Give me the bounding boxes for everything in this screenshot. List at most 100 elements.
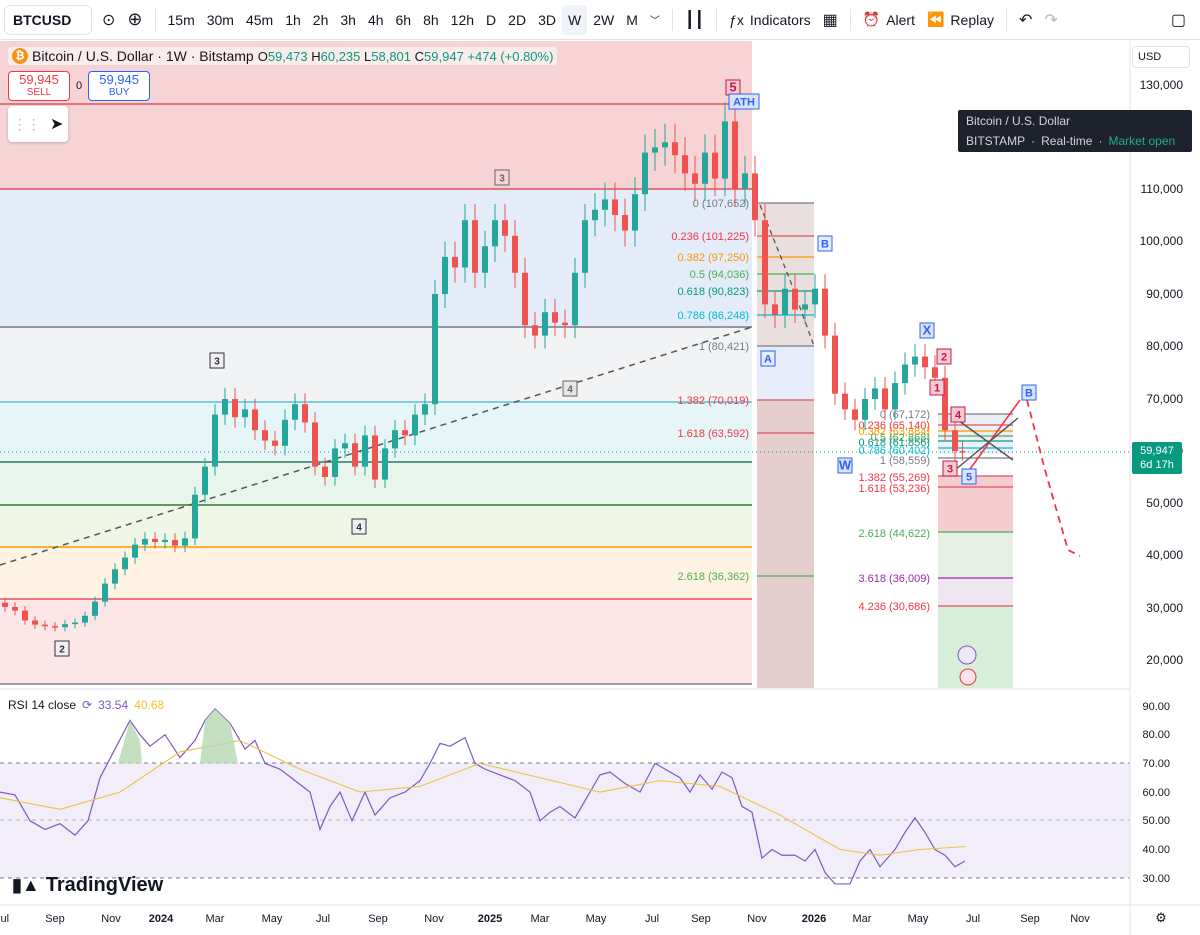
interval-15m[interactable]: 15m: [167, 11, 195, 28]
candle-body: [492, 220, 498, 247]
price-axis-label: 40,000: [1146, 548, 1183, 562]
wedge-line-red: [964, 399, 1021, 477]
time-axis-label: Sep: [1020, 913, 1040, 925]
add-symbol-icon[interactable]: ⊕: [127, 9, 143, 29]
candle-body: [742, 173, 748, 189]
wave-label-box: [54, 640, 70, 657]
wave-label: 4: [567, 385, 573, 396]
buy-button[interactable]: 59,945 BUY: [88, 71, 151, 101]
wave-label: 3: [214, 357, 220, 368]
symbol-search[interactable]: BTCUSD: [4, 4, 92, 35]
chart-type-icon[interactable]: ┃┃: [684, 11, 705, 29]
interval-30m[interactable]: 30m: [206, 11, 234, 28]
symbol-legend: ₿ Bitcoin / U.S. Dollar · 1W · Bitstamp …: [8, 47, 558, 65]
buy-label: BUY: [108, 87, 130, 98]
candle-body: [312, 422, 318, 467]
rsi-overbought-fill: [118, 720, 142, 764]
chart-canvas[interactable]: 0 (107,652) 0.236 (101,225) 0.382 (97,250)…: [0, 40, 1200, 935]
projection-dashed: [759, 204, 815, 347]
wave-label-box: [936, 348, 952, 365]
candle-body: [542, 312, 548, 336]
interval-d[interactable]: D: [486, 11, 497, 28]
tooltip-status: Market open: [1108, 134, 1176, 148]
fib-label-left: 1.382 (70,019): [677, 395, 749, 407]
compare-icon[interactable]: ⊙: [102, 11, 116, 29]
wave-label: 4: [955, 410, 962, 422]
currency-selector[interactable]: USD: [1132, 46, 1190, 68]
candle-body: [782, 288, 788, 315]
fib-label-left: 0 (107,652): [693, 198, 749, 210]
price-axis-label: 130,000: [1140, 78, 1184, 92]
layout-icon[interactable]: ▢: [1170, 11, 1186, 29]
candle-body: [152, 538, 158, 542]
interval-2h[interactable]: 2h: [312, 11, 329, 28]
wave-label-box: [942, 460, 958, 477]
alert-button[interactable]: ⏰ Alert: [857, 5, 921, 35]
sell-button[interactable]: 59,945 SELL: [8, 71, 70, 101]
cursor-icon[interactable]: ➤: [49, 116, 64, 133]
spread-value: 0: [76, 80, 83, 92]
high-value: 60,235: [320, 48, 361, 64]
legend-title: Bitcoin / U.S. Dollar · 1W · Bitstamp: [32, 48, 254, 64]
rsi-value: 33.54: [98, 698, 129, 712]
interval-12h[interactable]: 12h: [450, 11, 475, 28]
interval-3h[interactable]: 3h: [340, 11, 356, 28]
interval-3d[interactable]: 3D: [538, 11, 556, 28]
interval-2d[interactable]: 2D: [508, 11, 527, 28]
interval-6h[interactable]: 6h: [395, 11, 412, 28]
fib-label-right: 3.618 (36,009): [858, 573, 930, 585]
interval-2w[interactable]: 2W: [593, 11, 615, 28]
candle-body: [82, 615, 88, 623]
candle-body: [532, 325, 538, 336]
refresh-icon[interactable]: ⟳: [82, 698, 93, 712]
drag-handle-icon[interactable]: ⋮⋮: [12, 115, 41, 132]
candle-body: [362, 435, 368, 467]
rsi-axis-label: 40.00: [1142, 844, 1170, 856]
undo-icon[interactable]: ↶: [1019, 11, 1033, 29]
candle-body: [292, 404, 298, 420]
indicators-button[interactable]: ƒx Indicators: [723, 5, 817, 35]
replay-button[interactable]: ⏪ Replay: [921, 5, 1000, 35]
candle-body: [762, 220, 768, 305]
time-axis-label: May: [586, 913, 607, 925]
candle-body: [202, 466, 208, 495]
templates-icon[interactable]: ▦: [822, 11, 838, 29]
candle-body: [662, 142, 668, 148]
interval-8h[interactable]: 8h: [423, 11, 439, 28]
change-value: +474 (+0.80%): [467, 48, 554, 64]
redo-icon[interactable]: ↷: [1044, 11, 1058, 29]
candle-body: [959, 451, 966, 453]
fib-label-right: 4.236 (30,686): [858, 601, 930, 613]
candle-body: [242, 409, 248, 418]
candle-body: [802, 304, 808, 310]
rsi-label: RSI 14 close: [8, 698, 77, 712]
price-axis-label: 30,000: [1146, 601, 1183, 615]
interval-dropdown-icon[interactable]: ﹀: [649, 16, 660, 27]
candle-body: [652, 147, 658, 153]
interval-w[interactable]: W: [561, 4, 588, 35]
candle-body: [142, 538, 148, 545]
interval-m[interactable]: M: [626, 11, 638, 28]
close-value: 59,947: [424, 48, 464, 64]
wave-label-box: [494, 169, 510, 186]
candle-body: [62, 624, 68, 628]
replay-label: Replay: [950, 11, 995, 28]
candle-body: [162, 539, 168, 542]
interval-1h[interactable]: 1h: [285, 11, 301, 28]
candle-body: [172, 539, 178, 546]
candle-body: [132, 544, 138, 558]
candle-body: [482, 246, 488, 273]
divider: [716, 8, 718, 31]
interval-4h[interactable]: 4h: [367, 11, 384, 28]
drawing-toolbar: ⋮⋮ ➤: [8, 106, 68, 142]
wave-label-box: [950, 406, 966, 423]
interval-45m[interactable]: 45m: [245, 11, 274, 28]
wave-label: 3: [499, 174, 505, 185]
time-axis-label: Nov: [101, 913, 121, 925]
fib-region-right-green: [938, 532, 1013, 578]
candle-body: [702, 152, 708, 184]
candle-body: [302, 404, 308, 423]
candle-body: [632, 194, 638, 231]
candle-body: [402, 430, 408, 436]
price-axis-label: 100,000: [1140, 234, 1184, 248]
